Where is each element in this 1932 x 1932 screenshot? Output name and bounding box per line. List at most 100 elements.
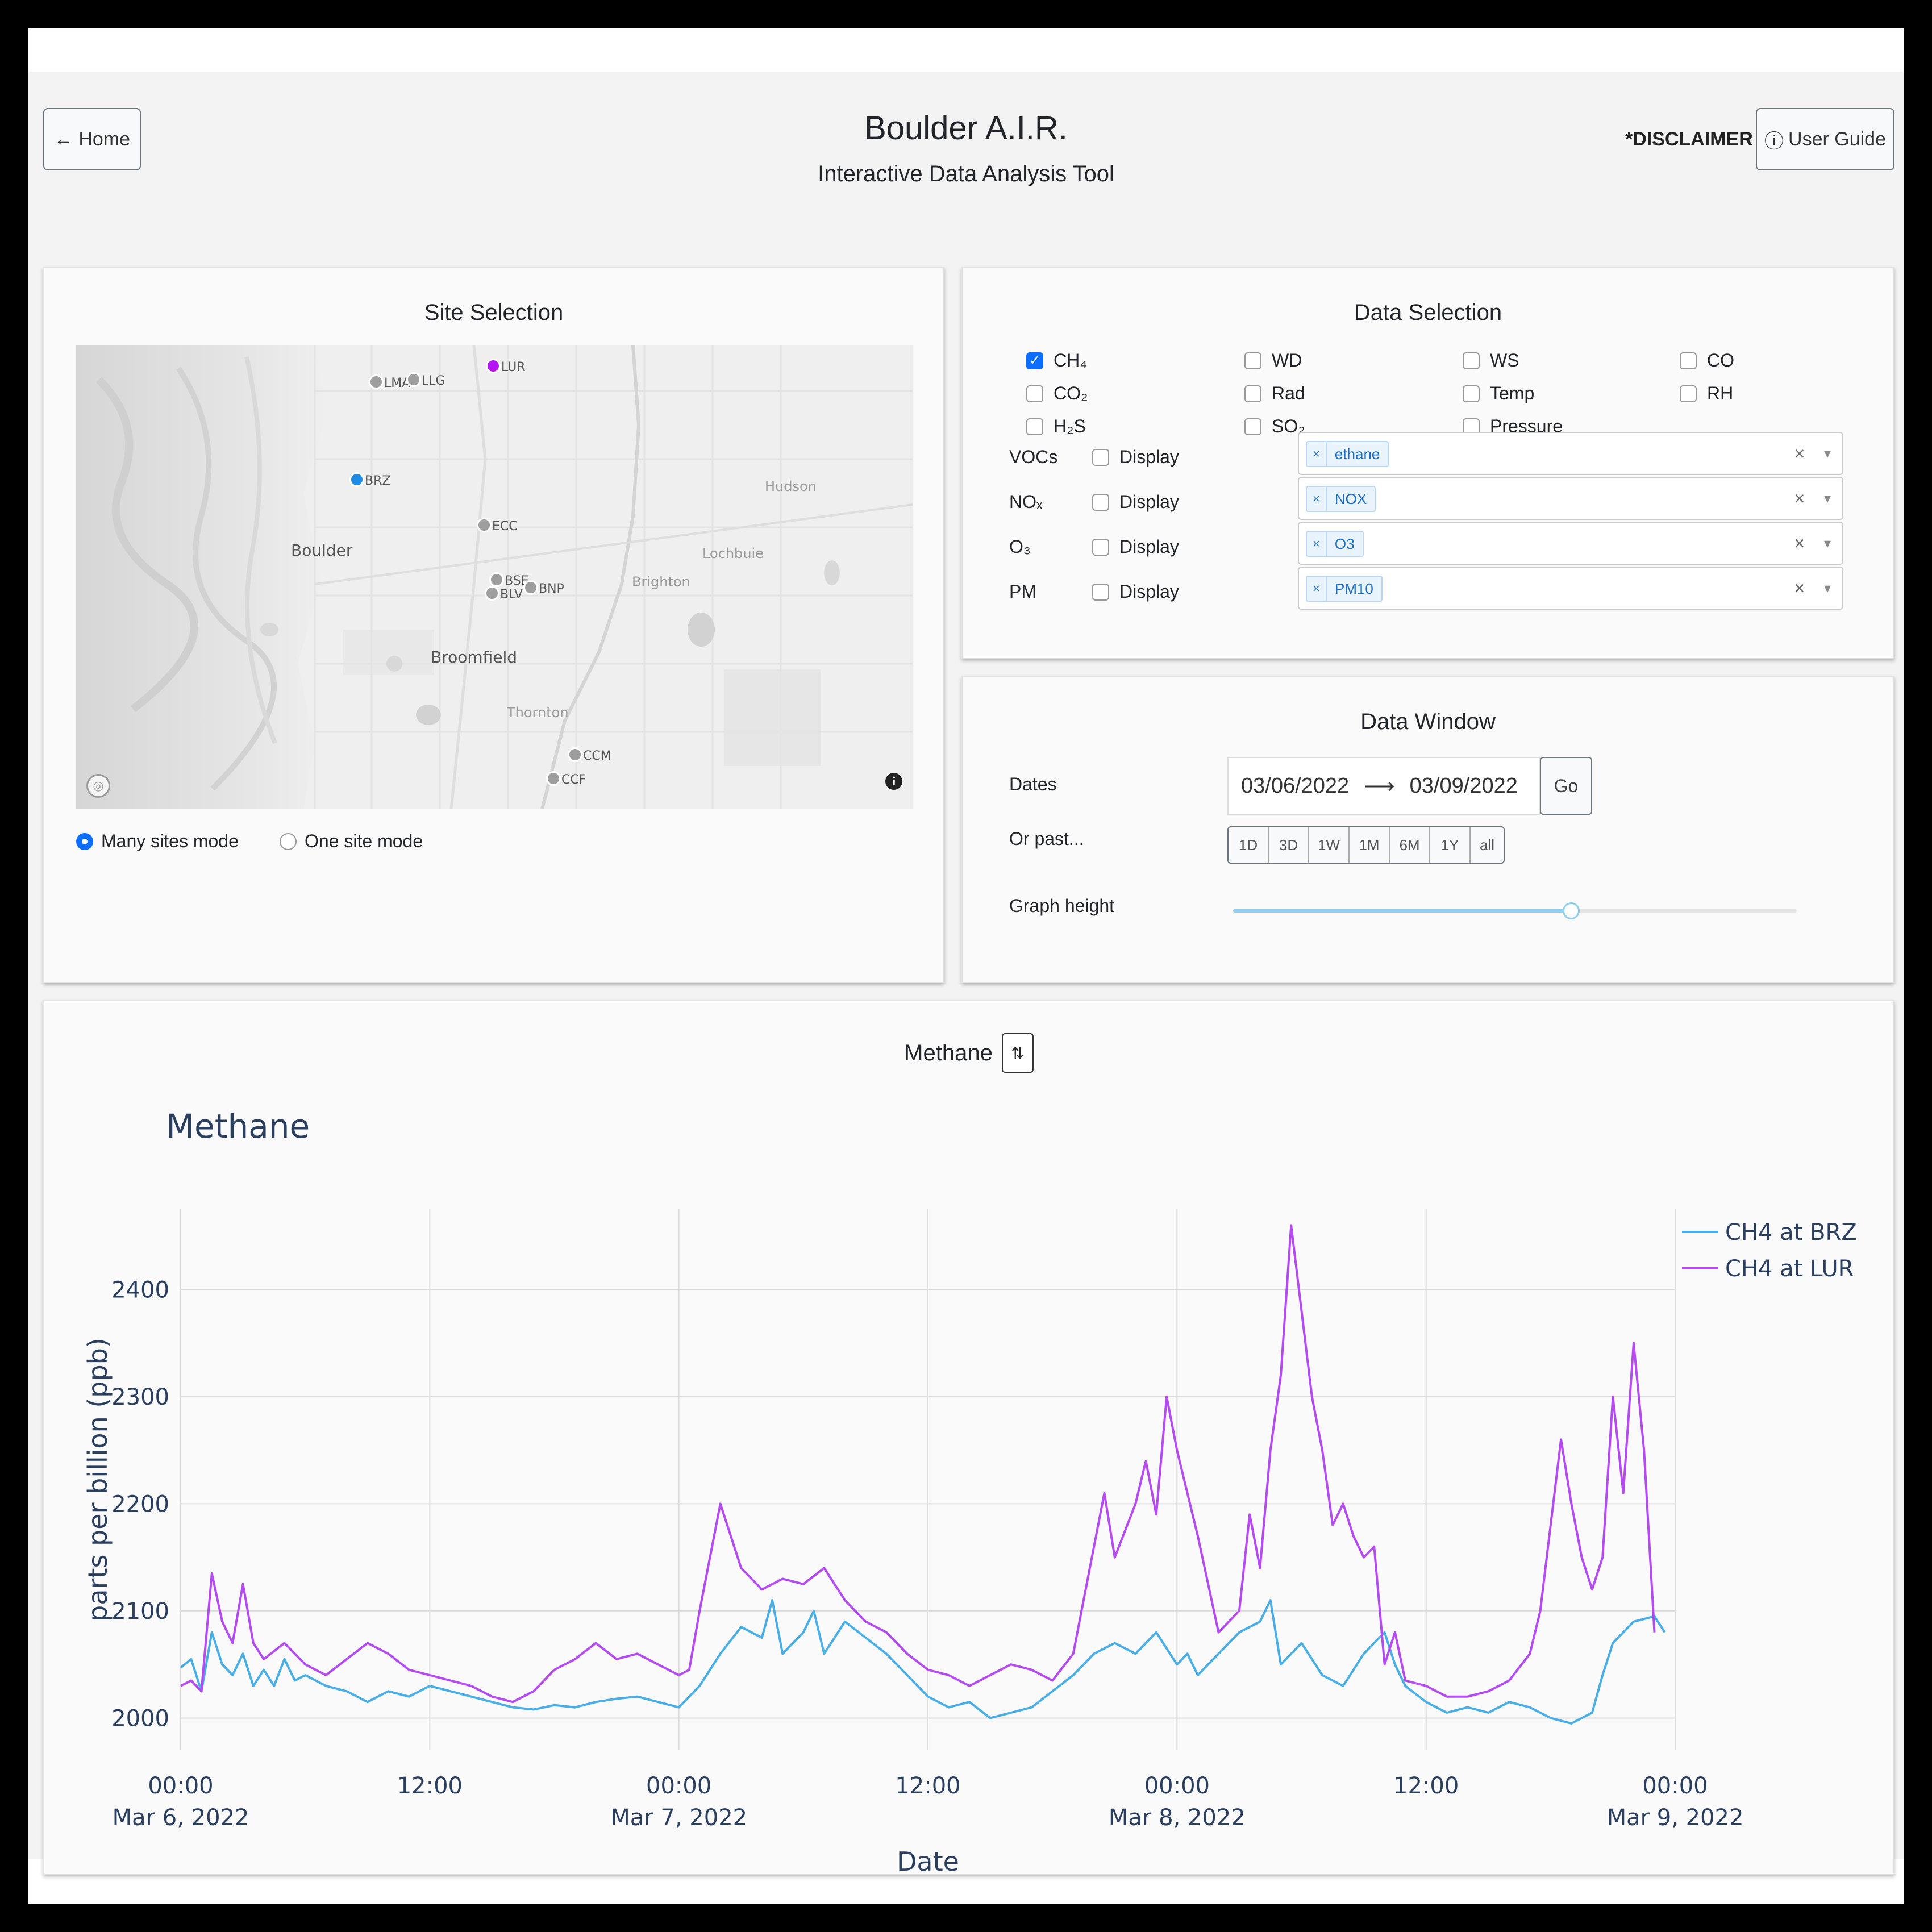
checkbox-box[interactable]: [1244, 352, 1261, 369]
checkbox-8[interactable]: H₂S: [1026, 416, 1086, 437]
range-button-1d[interactable]: 1D: [1229, 827, 1269, 863]
clear-icon[interactable]: ×: [1794, 578, 1805, 598]
site-marker-blv[interactable]: [485, 586, 499, 601]
checkbox-box[interactable]: [1026, 385, 1043, 402]
checkbox-6[interactable]: Temp: [1463, 383, 1534, 404]
data-window-panel: Data Window Dates 03/06/2022 ⟶ 03/09/202…: [961, 676, 1894, 983]
tag-remove-icon[interactable]: ×: [1307, 442, 1327, 466]
one-site-mode-option[interactable]: One site mode: [280, 831, 423, 852]
chevron-down-icon[interactable]: ▾: [1823, 536, 1831, 551]
checkbox-box[interactable]: [1463, 352, 1480, 369]
one-site-radio[interactable]: [280, 832, 297, 850]
clear-icon[interactable]: ×: [1794, 488, 1805, 509]
x-tick-date-label: Mar 7, 2022: [610, 1805, 747, 1831]
site-marker-llg[interactable]: [406, 372, 421, 387]
checkbox-box[interactable]: [1092, 448, 1109, 466]
clear-icon[interactable]: ×: [1794, 533, 1805, 553]
range-button-6m[interactable]: 6M: [1390, 827, 1430, 863]
range-button-all[interactable]: all: [1479, 836, 1494, 853]
info-icon: ⓘ: [1764, 130, 1784, 152]
checkbox-box[interactable]: ✓: [1026, 352, 1043, 369]
user-guide-button[interactable]: ⓘ User Guide: [1756, 108, 1894, 170]
checkbox-box[interactable]: [1244, 418, 1261, 435]
y-tick-label: 2100: [111, 1598, 169, 1625]
one-site-label: One site mode: [305, 831, 423, 851]
checkbox-box[interactable]: [1244, 385, 1261, 402]
range-button-1w[interactable]: 1W: [1309, 827, 1350, 863]
group-display-checkbox[interactable]: Display: [1092, 536, 1179, 557]
checkbox-0[interactable]: ✓ CH₄: [1026, 350, 1087, 371]
y-axis-title: parts per billion (ppb): [82, 1338, 113, 1622]
checkbox-box[interactable]: [1092, 493, 1109, 511]
site-marker-bse[interactable]: [489, 572, 504, 587]
swap-icon[interactable]: ⇅: [1001, 1033, 1034, 1073]
tag-remove-icon[interactable]: ×: [1307, 577, 1327, 601]
group-multiselect[interactable]: × O3 × ▾: [1298, 522, 1843, 565]
checkbox-4[interactable]: CO₂: [1026, 383, 1088, 404]
chart-panel: Methane ⇅ 00:00 Mar 6, 2022 12:00 00:00 Mar …: [43, 1000, 1896, 1876]
checkbox-box[interactable]: [1680, 352, 1697, 369]
group-display-checkbox[interactable]: Display: [1092, 492, 1179, 513]
browser-viewport: ← Home Boulder A.I.R. Interactive Data A…: [28, 28, 1904, 1904]
checkbox-box[interactable]: [1463, 385, 1480, 402]
site-map[interactable]: Boulder Broomfield Thornton Hudson Lochbuie B…: [76, 345, 913, 809]
slider-handle[interactable]: [1563, 902, 1580, 919]
site-marker-ecc[interactable]: [477, 518, 492, 532]
data-selection-panel: Data Selection ✓ CH₄ WD WS CO CO₂ Rad Temp RH H₂S…: [961, 267, 1894, 659]
checkbox-1[interactable]: WD: [1244, 350, 1302, 371]
graph-height-slider[interactable]: [1233, 902, 1797, 919]
x-tick-date-label: Mar 8, 2022: [1109, 1805, 1246, 1831]
go-button[interactable]: Go: [1540, 757, 1592, 815]
start-date-input[interactable]: 03/06/2022: [1241, 773, 1350, 798]
tag-remove-icon[interactable]: ×: [1307, 532, 1327, 556]
checkbox-9[interactable]: SO₂: [1244, 416, 1305, 437]
checkbox-label: Rad: [1272, 383, 1305, 403]
disclaimer-link[interactable]: *DISCLAIMER: [1625, 128, 1753, 150]
chevron-down-icon[interactable]: ▾: [1823, 446, 1831, 461]
checkbox-3[interactable]: CO: [1680, 350, 1734, 371]
checkbox-box[interactable]: [1092, 583, 1109, 601]
city-label: Broomfield: [431, 648, 518, 667]
site-marker-bnp[interactable]: [523, 580, 538, 595]
many-sites-radio[interactable]: [76, 832, 93, 850]
checkbox-box[interactable]: [1026, 418, 1043, 435]
site-marker-brz[interactable]: [349, 472, 364, 487]
checkbox-2[interactable]: WS: [1463, 350, 1519, 371]
site-marker-lur[interactable]: [486, 359, 501, 373]
checkbox-box[interactable]: [1092, 538, 1109, 556]
many-sites-mode-option[interactable]: Many sites mode: [76, 831, 239, 852]
group-label: VOCs: [1009, 447, 1058, 467]
home-button[interactable]: ← Home: [43, 108, 141, 170]
tag-remove-icon[interactable]: ×: [1307, 487, 1327, 511]
group-multiselect[interactable]: × PM10 × ▾: [1298, 567, 1843, 610]
end-date-input[interactable]: 03/09/2022: [1409, 773, 1518, 798]
site-label: CCM: [583, 749, 611, 763]
checkbox-label: WS: [1490, 350, 1519, 370]
group-display-checkbox[interactable]: Display: [1092, 581, 1179, 602]
compass-icon[interactable]: ◎: [86, 774, 110, 798]
group-multiselect[interactable]: × NOX × ▾: [1298, 477, 1843, 520]
info-icon[interactable]: i: [885, 773, 902, 790]
range-button-1m[interactable]: 1M: [1350, 827, 1390, 863]
chevron-down-icon[interactable]: ▾: [1823, 581, 1831, 596]
chevron-down-icon[interactable]: ▾: [1823, 491, 1831, 506]
site-marker-ccm[interactable]: [568, 747, 582, 762]
graph-height-label: Graph height: [1009, 896, 1115, 916]
checkbox-box[interactable]: [1680, 385, 1697, 402]
group-multiselect[interactable]: × ethane × ▾: [1298, 432, 1843, 475]
range-button-3d[interactable]: 3D: [1269, 827, 1309, 863]
methane-chart[interactable]: 00:00 Mar 6, 2022 12:00 00:00 Mar 7, 2022 12:…: [44, 1001, 1896, 1876]
range-button-1y[interactable]: 1Y: [1430, 827, 1471, 863]
checkbox-7[interactable]: RH: [1680, 383, 1733, 404]
city-label: Boulder: [291, 541, 353, 560]
site-marker-lma[interactable]: [369, 374, 384, 389]
group-display-checkbox[interactable]: Display: [1092, 447, 1179, 468]
date-range-picker[interactable]: 03/06/2022 ⟶ 03/09/2022: [1227, 757, 1540, 815]
series-line-0: [180, 1599, 1666, 1725]
city-label: Brighton: [632, 574, 690, 590]
checkbox-label: CO₂: [1054, 383, 1088, 403]
checkbox-5[interactable]: Rad: [1244, 383, 1305, 404]
site-marker-ccf[interactable]: [546, 771, 561, 786]
site-label: BNP: [539, 582, 564, 596]
clear-icon[interactable]: ×: [1794, 443, 1805, 464]
